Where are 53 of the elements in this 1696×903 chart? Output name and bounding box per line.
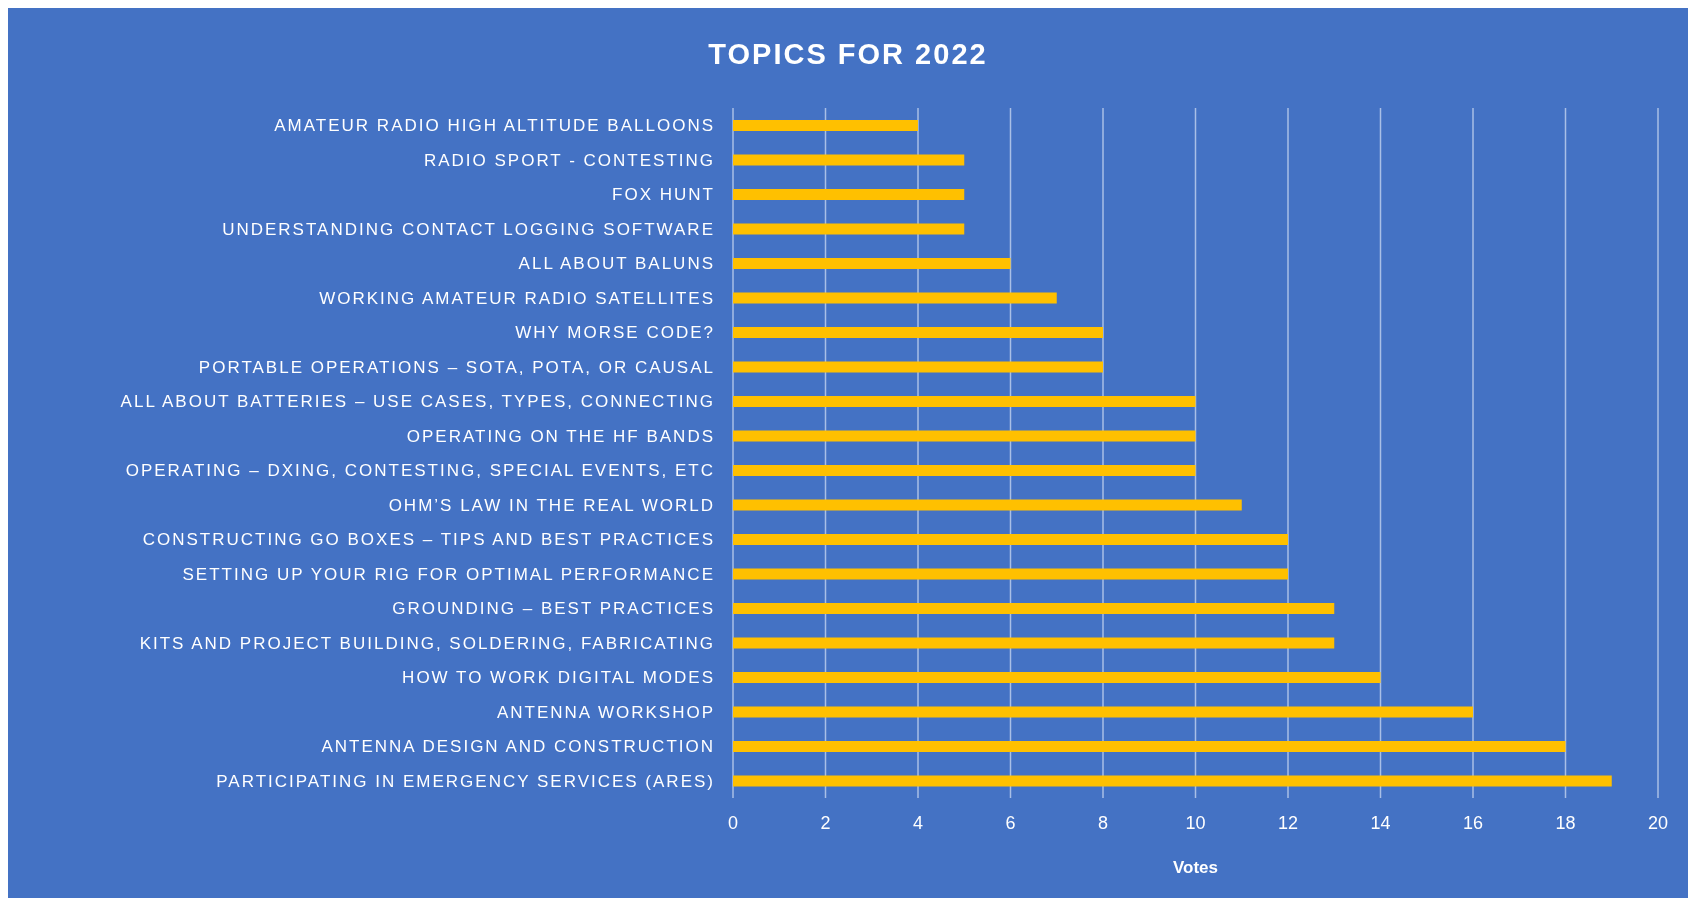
bar [733,534,1288,545]
bar [733,327,1103,338]
y-tick-label: UNDERSTANDING CONTACT LOGGING SOFTWARE [222,219,715,239]
y-tick-label: WORKING AMATEUR RADIO SATELLITES [319,288,715,308]
x-tick-label: 2 [820,812,831,833]
bar [733,154,965,166]
y-tick-label: ANTENNA WORKSHOP [496,702,715,722]
bar [733,741,1566,752]
y-tick-label: AMATEUR RADIO HIGH ALTITUDE BALLOONS [274,116,715,136]
bar [733,361,1103,373]
y-tick-label: RADIO SPORT - CONTESTING [423,150,715,170]
y-tick-label: KITS AND PROJECT BUILDING, SOLDERING, FABRICATING [139,633,715,653]
y-tick-label: WHY MORSE CODE? [515,323,715,343]
bar [733,568,1288,580]
y-tick-label: FOX HUNT [612,185,715,205]
x-tick-label: 14 [1370,812,1391,833]
x-axis-title: Votes [1172,858,1219,878]
y-tick-label: SETTING UP YOUR RIG FOR OPTIMAL PERFORMANCE [182,564,715,584]
bar [733,120,918,131]
bar [733,258,1011,269]
y-tick-label: ANTENNA DESIGN AND CONSTRUCTION [321,737,715,757]
bar [733,637,1335,649]
bar [733,499,1242,511]
x-tick-label: 16 [1462,812,1484,833]
bar [733,672,1381,683]
y-tick-label: CONSTRUCTING GO BOXES – TIPS AND BEST PRACTICES [142,530,715,550]
bar [733,189,965,200]
y-tick-label: GROUNDING – BEST PRACTICES [392,599,715,619]
x-tick-label: 4 [912,812,924,833]
bar [733,603,1335,614]
x-tick-label: 18 [1555,812,1576,833]
chart-title: TOPICS FOR 2022 [707,38,989,71]
x-tick-label: 10 [1185,812,1206,833]
x-tick-label: 8 [1097,812,1109,833]
x-tick-label: 6 [1005,812,1016,833]
x-tick-label: 0 [727,812,739,833]
y-tick-label: OHM’S LAW IN THE REAL WORLD [388,495,715,515]
x-tick-label: 20 [1647,812,1669,833]
bar [733,775,1612,787]
y-tick-label: HOW TO WORK DIGITAL MODES [402,668,715,688]
bar [733,396,1196,407]
bar [733,465,1196,476]
bar [733,223,965,235]
y-tick-label: PORTABLE OPERATIONS – SOTA, POTA, OR CAUSAL [198,357,715,377]
y-tick-label: ALL ABOUT BATTERIES – USE CASES, TYPES, CONNECTING [120,392,715,412]
bar [733,292,1057,304]
y-tick-label: OPERATING ON THE HF BANDS [406,426,715,446]
y-tick-label: OPERATING – DXING, CONTESTING, SPECIAL EVENTS, ETC [125,461,715,481]
x-tick-label: 12 [1277,812,1299,833]
bar [733,706,1473,718]
y-tick-label: ALL ABOUT BALUNS [518,254,715,274]
bar [733,430,1196,442]
y-tick-label: PARTICIPATING IN EMERGENCY SERVICES (ARES) [216,771,715,791]
